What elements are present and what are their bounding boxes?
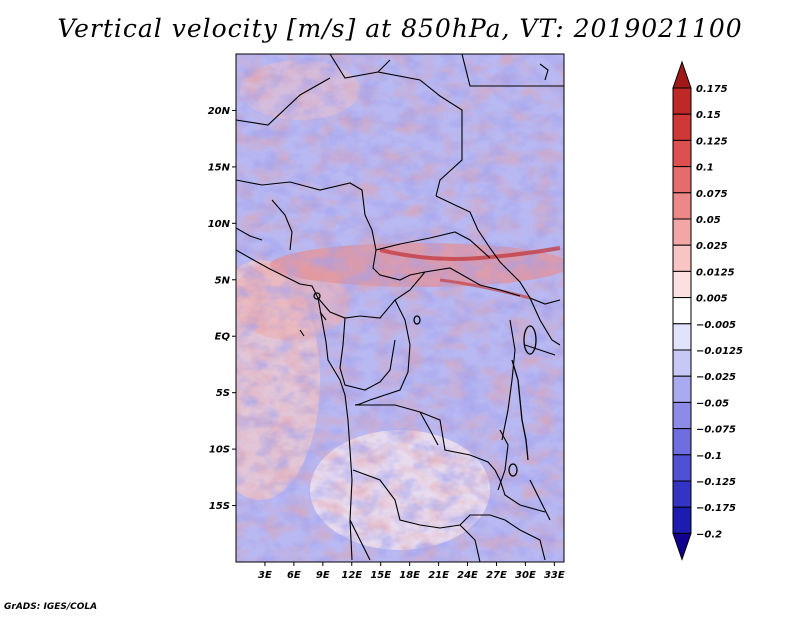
velocity-field: [236, 54, 564, 562]
colorbar-segment: [672, 218, 692, 246]
lon-label: 24E: [457, 570, 478, 581]
colorbar-segment: [672, 270, 692, 299]
lon-label: 27E: [486, 570, 507, 581]
lat-label: 10N: [208, 219, 231, 230]
lat-label: 5S: [216, 388, 230, 399]
colorbar-label: −0.0125: [696, 346, 743, 357]
colorbar-label: 0.005: [696, 294, 728, 305]
colorbar-label: −0.075: [696, 425, 736, 436]
lat-label: 10S: [209, 445, 230, 456]
colorbar-label: 0.0125: [696, 267, 735, 278]
colorbar-segment: [672, 454, 692, 482]
colorbar-label: −0.125: [696, 477, 736, 488]
colorbar-segment: [672, 349, 692, 377]
latitude-axis: 20N 15N 10N 5N EQ 5S 10S 15S: [208, 106, 236, 512]
colorbar-label: −0.05: [696, 398, 729, 409]
lat-label: 20N: [208, 106, 231, 117]
colorbar-segment: [672, 375, 692, 403]
lon-label: 30E: [515, 570, 536, 581]
colorbar-label: −0.175: [696, 503, 736, 514]
colorbar-label: 0.025: [696, 241, 728, 252]
country-borders: [236, 54, 564, 562]
colorbar-label: −0.005: [696, 320, 736, 331]
colorbar: 0.175 0.15 0.125 0.1 0.075 0.05 0.025 0.0125 0.0…: [672, 60, 743, 561]
colorbar-segment: [672, 480, 692, 508]
lon-label: 12E: [341, 570, 362, 581]
colorbar-label: −0.1: [696, 451, 722, 462]
colorbar-segment: [672, 60, 692, 89]
colorbar-segment: [672, 139, 692, 168]
colorbar-segment: [672, 532, 692, 561]
lon-label: 15E: [370, 570, 391, 581]
colorbar-segment: [672, 428, 692, 456]
colorbar-label: −0.025: [696, 372, 736, 383]
colorbar-segment: [672, 323, 692, 351]
lat-label: 15N: [208, 162, 231, 173]
colorbar-segment: [672, 87, 692, 115]
lon-label: 21E: [428, 570, 449, 581]
lat-label: 15S: [209, 501, 230, 512]
colorbar-segment: [672, 192, 692, 220]
lakes: [313, 292, 537, 477]
colorbar-segment: [672, 166, 692, 194]
lon-label: 18E: [399, 570, 420, 581]
colorbar-label: −0.2: [696, 529, 722, 540]
lat-label: EQ: [215, 332, 231, 343]
lon-label: 9E: [316, 570, 330, 581]
map-frame: [235, 53, 565, 563]
page-title: Vertical velocity [m/s] at 850hPa, VT: 2…: [57, 14, 743, 43]
colorbar-label: 0.1: [696, 163, 714, 174]
lat-label: 5N: [215, 275, 231, 286]
colorbar-segment: [672, 297, 692, 325]
colorbar-segment: [672, 401, 692, 430]
colorbar-segment: [672, 506, 692, 534]
colorbar-label: 0.05: [696, 215, 721, 226]
colorbar-label: 0.125: [696, 136, 728, 147]
credit-text: GrADS: IGES/COLA: [4, 602, 98, 612]
colorbar-segment: [672, 113, 692, 141]
colorbar-label: 0.075: [696, 189, 728, 200]
longitude-axis: 3E 6E 9E 12E 15E 18E 21E 24E 27E 30E 33E: [258, 562, 565, 581]
colorbar-label: 0.15: [696, 110, 721, 121]
colorbar-segment: [672, 244, 692, 272]
colorbar-label: 0.175: [696, 84, 728, 95]
lon-label: 3E: [258, 570, 272, 581]
lon-label: 33E: [544, 570, 565, 581]
lon-label: 6E: [287, 570, 301, 581]
